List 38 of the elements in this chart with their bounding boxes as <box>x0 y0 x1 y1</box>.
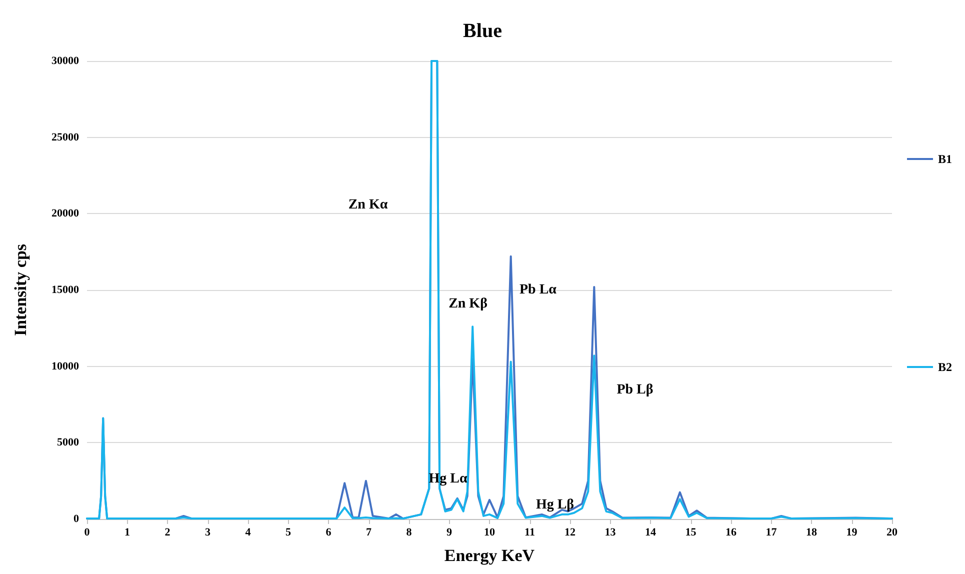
x-tick-label: 17 <box>766 526 778 538</box>
x-tick-label: 9 <box>446 526 452 538</box>
legend-label: B1 <box>938 152 952 166</box>
annotation: Zn Kα <box>348 198 388 212</box>
y-tick-label: 20000 <box>52 208 80 220</box>
y-tick-label: 30000 <box>52 55 80 67</box>
x-tick-label: 0 <box>84 526 90 538</box>
x-tick-label: 4 <box>245 526 252 538</box>
chart-title: Blue <box>463 20 502 42</box>
annotation: Zn Kβ <box>448 296 488 312</box>
y-tick-label: 25000 <box>52 131 80 144</box>
x-tick-label: 15 <box>685 526 697 538</box>
x-tick-label: 7 <box>366 526 372 538</box>
annotation: Pb Lα <box>520 282 557 298</box>
y-tick-label: 15000 <box>52 284 80 296</box>
x-tick-label: 5 <box>286 526 292 538</box>
x-tick-label: 13 <box>604 526 616 538</box>
x-tick-label: 3 <box>205 526 211 538</box>
x-tick-label: 8 <box>406 526 412 538</box>
y-tick-label: 5000 <box>57 436 80 449</box>
x-tick-label: 2 <box>164 526 171 538</box>
annotation: Pb Lβ <box>616 382 654 398</box>
y-tick-label: 0 <box>74 513 80 525</box>
x-tick-label: 18 <box>806 526 818 538</box>
x-tick-label: 1 <box>124 526 130 538</box>
y-tick-label: 10000 <box>52 360 80 372</box>
x-tick-label: 16 <box>726 526 737 538</box>
x-tick-label: 10 <box>484 526 496 538</box>
x-tick-label: 14 <box>645 526 656 538</box>
x-tick-label: 11 <box>524 526 535 538</box>
y-axis-title: Intensity cps <box>11 244 30 336</box>
x-tick-label: 20 <box>886 526 898 538</box>
annotation: Hg Lβ <box>536 498 574 512</box>
x-tick-label: 12 <box>564 526 576 538</box>
x-tick-label: 19 <box>846 526 858 538</box>
x-tick-label: 6 <box>326 526 332 538</box>
x-axis-title: Energy KeV <box>444 546 536 565</box>
legend-label: B2 <box>938 360 952 374</box>
